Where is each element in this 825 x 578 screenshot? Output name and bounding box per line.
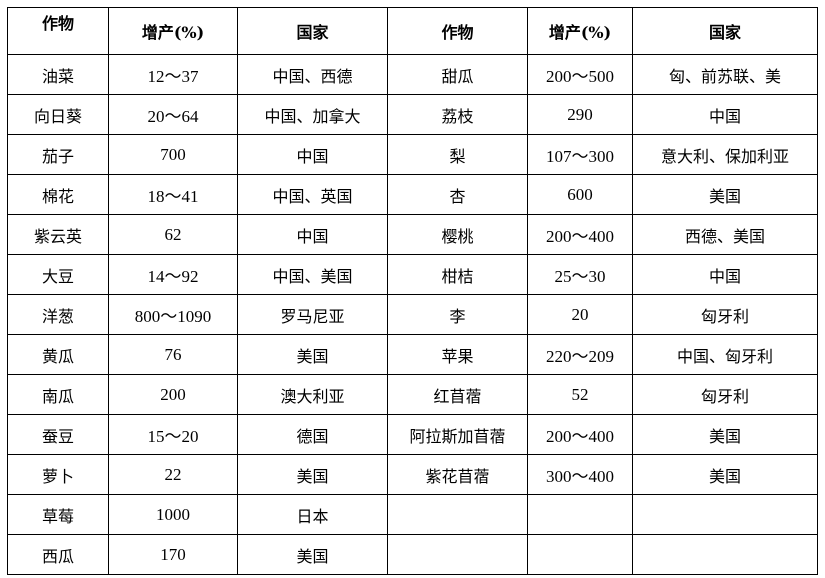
header-crop: 作物 (7, 7, 109, 55)
crop-cell: 黄瓜 (7, 334, 109, 375)
crop-cell: 萝卜 (7, 454, 109, 495)
country-cell: 匈牙利 (632, 294, 818, 335)
table-row: 草莓 1000 日本 (7, 494, 818, 535)
country-cell: 中国、美国 (237, 254, 388, 295)
crop-cell: 大豆 (7, 254, 109, 295)
crop-cell: 西瓜 (7, 534, 109, 575)
header-yield: 增产(%) (108, 7, 238, 55)
crop-cell: 梨 (387, 134, 528, 175)
crop-cell (387, 534, 528, 575)
country-cell: 中国、英国 (237, 174, 388, 215)
header-country: 国家 (632, 7, 818, 55)
crop-cell: 蚕豆 (7, 414, 109, 455)
country-cell: 中国 (632, 94, 818, 135)
country-cell: 日本 (237, 494, 388, 535)
yield-cell: 52 (527, 374, 633, 415)
yield-cell: 15～20 (108, 414, 238, 455)
country-cell: 罗马尼亚 (237, 294, 388, 335)
yield-cell: 20～64 (108, 94, 238, 135)
table-row: 南瓜 200 澳大利亚 红苜蓿 52 匈牙利 (7, 374, 818, 415)
yield-cell: 18～41 (108, 174, 238, 215)
country-cell: 美国 (237, 534, 388, 575)
table-row: 棉花 18～41 中国、英国杏 600 美国 (7, 174, 818, 215)
country-cell: 美国 (632, 454, 818, 495)
crop-cell: 洋葱 (7, 294, 109, 335)
yield-cell: 22 (108, 454, 238, 495)
yield-cell: 700 (108, 134, 238, 175)
crop-cell: 南瓜 (7, 374, 109, 415)
crop-cell: 棉花 (7, 174, 109, 215)
country-cell: 澳大利亚 (237, 374, 388, 415)
yield-cell: 107～300 (527, 134, 633, 175)
table-row: 黄瓜 76 美国 苹果 220～209 中国、匈牙利 (7, 334, 818, 375)
table-row: 萝卜 22 美国 紫花苜蓿 300～400 美国 (7, 454, 818, 495)
header-country: 国家 (237, 7, 388, 55)
country-cell: 中国 (632, 254, 818, 295)
table-row: 向日葵 20～64 中国、加拿大 荔枝 290 中国 (7, 94, 818, 135)
country-cell (632, 494, 818, 535)
yield-cell: 200 (108, 374, 238, 415)
yield-cell: 300～400 (527, 454, 633, 495)
yield-cell: 12～37 (108, 54, 238, 95)
header-row: 作物 增产(%) 国家 作物 增产(%) 国家 (7, 7, 818, 55)
table-row: 洋葱 800～1090 罗马尼亚李 20 匈牙利 (7, 294, 818, 335)
yield-cell (527, 534, 633, 575)
country-cell: 美国 (237, 334, 388, 375)
country-cell: 德国 (237, 414, 388, 455)
country-cell: 中国、匈牙利 (632, 334, 818, 375)
crop-cell: 草莓 (7, 494, 109, 535)
yield-cell: 200～500 (527, 54, 633, 95)
crop-cell: 甜瓜 (387, 54, 528, 95)
header-yield: 增产(%) (527, 7, 633, 55)
crop-cell: 向日葵 (7, 94, 109, 135)
crop-cell: 阿拉斯加苜蓿 (387, 414, 528, 455)
country-cell: 中国 (237, 214, 388, 255)
crop-cell: 紫花苜蓿 (387, 454, 528, 495)
table-row: 西瓜 170 美国 (7, 534, 818, 575)
country-cell: 中国、西德 (237, 54, 388, 95)
country-cell: 匈、前苏联、美 (632, 54, 818, 95)
table-row: 蚕豆 15～20 德国 阿拉斯加苜蓿 200～400 美国 (7, 414, 818, 455)
crop-cell: 苹果 (387, 334, 528, 375)
country-cell (632, 534, 818, 575)
yield-cell: 290 (527, 94, 633, 135)
header-crop: 作物 (387, 7, 528, 55)
yield-cell: 62 (108, 214, 238, 255)
yield-cell: 25～30 (527, 254, 633, 295)
country-cell: 匈牙利 (632, 374, 818, 415)
crop-cell: 杏 (387, 174, 528, 215)
country-cell: 西德、美国 (632, 214, 818, 255)
country-cell: 意大利、保加利亚 (632, 134, 818, 175)
yield-cell: 76 (108, 334, 238, 375)
crop-cell: 荔枝 (387, 94, 528, 135)
country-cell: 美国 (237, 454, 388, 495)
country-cell: 美国 (632, 414, 818, 455)
yield-cell: 20 (527, 294, 633, 335)
crop-cell: 紫云英 (7, 214, 109, 255)
table-row: 油菜 12～37 中国、西德 甜瓜 200～500 匈、前苏联、美 (7, 54, 818, 95)
country-cell: 中国 (237, 134, 388, 175)
crop-cell (387, 494, 528, 535)
crop-cell: 樱桃 (387, 214, 528, 255)
yield-cell (527, 494, 633, 535)
country-cell: 中国、加拿大 (237, 94, 388, 135)
yield-cell: 200～400 (527, 414, 633, 455)
table-row: 大豆 14～92 中国、美国 柑桔 25～30 中国 (7, 254, 818, 295)
yield-cell: 220～209 (527, 334, 633, 375)
table-row: 茄子 700 中国梨 107～300 意大利、保加利亚 (7, 134, 818, 175)
crop-yield-table: 作物 增产(%) 国家 作物 增产(%) 国家 油菜 12～37 中国、西德 甜瓜 20… (7, 7, 818, 575)
yield-cell: 800～1090 (108, 294, 238, 335)
yield-cell: 14～92 (108, 254, 238, 295)
country-cell: 美国 (632, 174, 818, 215)
crop-cell: 柑桔 (387, 254, 528, 295)
crop-cell: 红苜蓿 (387, 374, 528, 415)
crop-cell: 油菜 (7, 54, 109, 95)
yield-cell: 1000 (108, 494, 238, 535)
yield-cell: 600 (527, 174, 633, 215)
crop-cell: 茄子 (7, 134, 109, 175)
yield-cell: 170 (108, 534, 238, 575)
yield-cell: 200～400 (527, 214, 633, 255)
table-row: 紫云英 62 中国 樱桃 200～400 西德、美国 (7, 214, 818, 255)
crop-cell: 李 (387, 294, 528, 335)
